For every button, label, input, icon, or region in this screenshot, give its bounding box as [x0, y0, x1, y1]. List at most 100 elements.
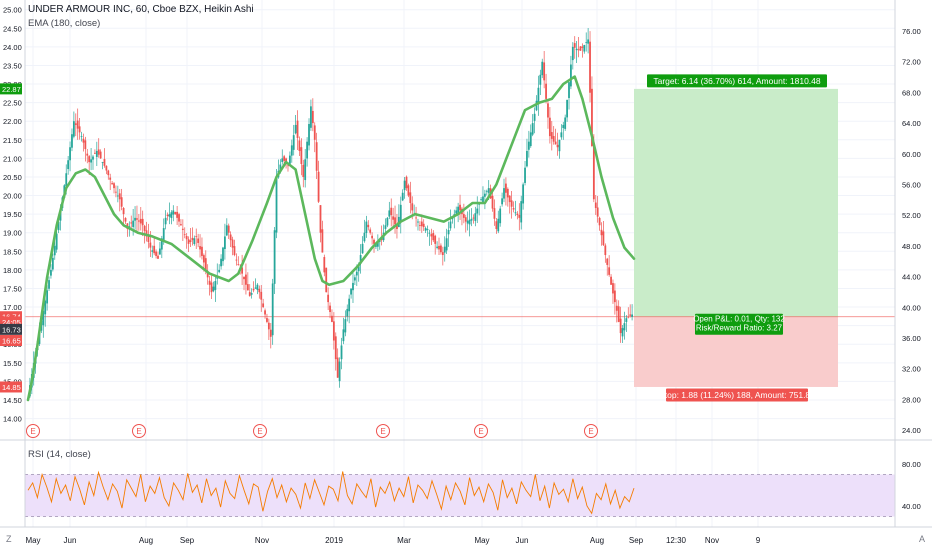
- candle-body: [365, 221, 368, 234]
- candle-body: [113, 183, 115, 189]
- candle-body: [260, 291, 263, 300]
- candle-body: [178, 214, 180, 222]
- earnings-marker: [253, 424, 267, 438]
- x-axis-tick: 12:30: [666, 536, 687, 545]
- candle-body: [115, 191, 117, 193]
- x-axis-tick: Jun: [516, 536, 529, 545]
- candle-body: [208, 280, 211, 285]
- candle-body: [619, 318, 622, 334]
- candle-body: [369, 229, 372, 233]
- candle-body: [42, 310, 45, 326]
- candle-body: [554, 141, 557, 145]
- right-axis-tick: 48.00: [902, 242, 921, 251]
- candle-body: [556, 144, 559, 148]
- price-tag-label: 16.73: [2, 325, 21, 334]
- candle-body: [80, 136, 83, 137]
- candle-body: [118, 193, 121, 200]
- candle-body: [147, 234, 150, 243]
- candle-body: [264, 310, 266, 315]
- candle-body: [201, 246, 203, 256]
- candle-body: [141, 218, 144, 226]
- right-axis-tick: 64.00: [902, 119, 921, 128]
- candle-body: [157, 255, 159, 259]
- candle-body: [518, 214, 521, 218]
- candle-body: [183, 234, 186, 236]
- earnings-marker: [132, 424, 146, 438]
- candle-body: [547, 103, 549, 118]
- candle-body: [348, 298, 351, 312]
- candle-body: [329, 305, 331, 313]
- candle-body: [155, 251, 157, 256]
- candle-body: [384, 225, 387, 229]
- candle-body: [248, 292, 251, 296]
- candle-body: [153, 245, 156, 254]
- candle-body: [577, 49, 580, 51]
- candle-body: [432, 232, 435, 241]
- candle-body: [487, 188, 490, 193]
- candle-body: [581, 46, 584, 48]
- candle-body: [623, 323, 626, 331]
- candle-body: [420, 221, 423, 227]
- candle-body: [396, 225, 398, 230]
- candle-body: [210, 282, 213, 293]
- x-axis-tick: Mar: [397, 536, 411, 545]
- left-axis-tick: 22.50: [3, 99, 22, 108]
- candle-body: [548, 117, 551, 137]
- candle-body: [415, 217, 417, 219]
- left-axis-tick: 14.00: [3, 415, 22, 424]
- earnings-marker-label: E: [380, 427, 385, 436]
- zoom-icon[interactable]: Z: [6, 534, 12, 544]
- candle-body: [331, 315, 333, 322]
- candle-body: [516, 213, 519, 216]
- candle-body: [462, 214, 465, 218]
- rsi-band: [25, 474, 895, 517]
- candle-body: [399, 204, 402, 221]
- right-axis-tick: 52.00: [902, 211, 921, 220]
- candle-body: [617, 306, 620, 322]
- candle-body: [340, 345, 343, 360]
- risk-reward-label: Risk/Reward Ratio: 3.27: [696, 324, 783, 333]
- x-axis-tick: Aug: [139, 536, 153, 545]
- candle-body: [466, 220, 469, 224]
- candle-body: [550, 132, 553, 139]
- candle-body: [579, 46, 582, 51]
- candle-body: [306, 141, 309, 159]
- candle-body: [631, 314, 633, 317]
- candle-body: [514, 212, 517, 214]
- candle-body: [440, 245, 442, 253]
- candle-body: [311, 110, 314, 124]
- candle-body: [214, 281, 217, 290]
- earnings-marker: [584, 424, 598, 438]
- candle-body: [436, 246, 438, 248]
- candle-body: [589, 41, 591, 93]
- candle-body: [86, 153, 89, 156]
- candle-body: [483, 193, 486, 197]
- candle-body: [545, 83, 547, 99]
- candle-body: [174, 211, 177, 215]
- candle-body: [445, 238, 448, 251]
- candle-body: [571, 46, 574, 61]
- auto-scale-icon[interactable]: A: [919, 534, 926, 544]
- candle-body: [139, 218, 142, 224]
- candle-body: [344, 319, 347, 333]
- candle-body: [409, 192, 412, 203]
- candle-body: [97, 149, 100, 155]
- x-axis-tick: Aug: [590, 536, 604, 545]
- candle-body: [327, 294, 330, 303]
- left-axis-tick: 19.50: [3, 210, 22, 219]
- candle-body: [562, 124, 565, 129]
- candle-body: [510, 200, 513, 207]
- candle-body: [493, 208, 496, 219]
- candle-body: [499, 208, 502, 224]
- candle-body: [181, 228, 184, 230]
- candle-body: [468, 219, 471, 225]
- candle-body: [531, 123, 534, 135]
- target-label-box: [647, 74, 827, 88]
- candle-body: [612, 283, 614, 294]
- candle-body: [403, 180, 406, 191]
- candle-body: [394, 217, 396, 225]
- left-axis-tick: 19.00: [3, 229, 22, 238]
- candle-body: [120, 197, 123, 207]
